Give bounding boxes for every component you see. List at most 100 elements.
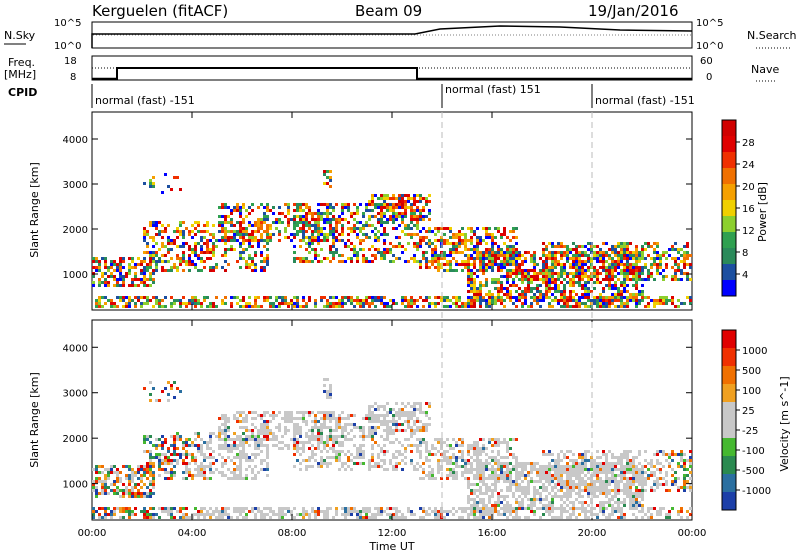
heatmap-cell: [266, 507, 269, 510]
heatmap-cell: [251, 423, 254, 426]
heatmap-cell: [428, 453, 431, 456]
heatmap-cell: [206, 245, 209, 248]
heatmap-cell: [638, 290, 641, 293]
heatmap-cell: [575, 299, 578, 302]
heatmap-cell: [185, 450, 188, 453]
heatmap-cell: [182, 257, 185, 260]
heatmap-cell: [623, 453, 626, 456]
heatmap-cell: [206, 239, 209, 242]
heatmap-cell: [143, 233, 146, 236]
heatmap-cell: [323, 390, 326, 393]
heatmap-cell: [554, 471, 557, 474]
heatmap-cell: [359, 429, 362, 432]
heatmap-cell: [632, 293, 635, 296]
heatmap-cell: [425, 414, 428, 417]
heatmap-cell: [158, 302, 161, 305]
heatmap-cell: [179, 435, 182, 438]
heatmap-cell: [347, 456, 350, 459]
heatmap-cell: [611, 260, 614, 263]
heatmap-cell: [542, 293, 545, 296]
heatmap-cell: [557, 477, 560, 480]
heatmap-cell: [155, 513, 158, 516]
heatmap-cell: [164, 507, 167, 510]
heatmap-cell: [425, 296, 428, 299]
heatmap-cell: [146, 245, 149, 248]
heatmap-cell: [128, 302, 131, 305]
heatmap-cell: [248, 429, 251, 432]
heatmap-cell: [563, 471, 566, 474]
heatmap-cell: [506, 468, 509, 471]
heatmap-cell: [329, 396, 332, 399]
heatmap-cell: [362, 516, 365, 519]
heatmap-cell: [503, 305, 506, 308]
heatmap-cell: [359, 203, 362, 206]
heatmap-cell: [437, 438, 440, 441]
heatmap-cell: [335, 438, 338, 441]
colorbar-swatch: [722, 264, 736, 280]
heatmap-cell: [143, 438, 146, 441]
heatmap-cell: [155, 302, 158, 305]
heatmap-cell: [308, 459, 311, 462]
heatmap-cell: [569, 296, 572, 299]
heatmap-cell: [374, 414, 377, 417]
heatmap-cell: [308, 516, 311, 519]
heatmap-cell: [362, 429, 365, 432]
heatmap-cell: [551, 269, 554, 272]
heatmap-cell: [548, 278, 551, 281]
heatmap-cell: [404, 206, 407, 209]
heatmap-cell: [383, 230, 386, 233]
heatmap-cell: [107, 471, 110, 474]
heatmap-cell: [503, 299, 506, 302]
heatmap-cell: [323, 426, 326, 429]
heatmap-cell: [116, 486, 119, 489]
heatmap-cell: [563, 254, 566, 257]
heatmap-cell: [200, 269, 203, 272]
heatmap-cell: [239, 441, 242, 444]
heatmap-cell: [305, 510, 308, 513]
heatmap-cell: [245, 516, 248, 519]
heatmap-cell: [527, 507, 530, 510]
heatmap-cell: [461, 242, 464, 245]
heatmap-cell: [449, 471, 452, 474]
heatmap-cell: [653, 251, 656, 254]
heatmap-cell: [116, 468, 119, 471]
heatmap-cell: [158, 233, 161, 236]
heatmap-cell: [293, 417, 296, 420]
heatmap-cell: [461, 459, 464, 462]
heatmap-cell: [434, 239, 437, 242]
heatmap-cell: [461, 471, 464, 474]
heatmap-cell: [317, 239, 320, 242]
heatmap-cell: [509, 248, 512, 251]
heatmap-cell: [461, 474, 464, 477]
heatmap-cell: [134, 507, 137, 510]
heatmap-cell: [617, 501, 620, 504]
heatmap-cell: [422, 236, 425, 239]
heatmap-cell: [356, 426, 359, 429]
heatmap-cell: [332, 450, 335, 453]
heatmap-cell: [401, 212, 404, 215]
heatmap-cell: [488, 296, 491, 299]
heatmap-cell: [212, 245, 215, 248]
heatmap-cell: [593, 480, 596, 483]
heatmap-cell: [128, 489, 131, 492]
heatmap-cell: [245, 305, 248, 308]
colorbar-tick-label: 8: [742, 248, 748, 259]
heatmap-cell: [464, 477, 467, 480]
heatmap-cell: [461, 227, 464, 230]
heatmap-cell: [326, 305, 329, 308]
heatmap-cell: [149, 224, 152, 227]
heatmap-cell: [614, 305, 617, 308]
heatmap-cell: [107, 468, 110, 471]
heatmap-cell: [398, 203, 401, 206]
heatmap-cell: [251, 510, 254, 513]
heatmap-cell: [125, 489, 128, 492]
heatmap-cell: [464, 245, 467, 248]
heatmap-cell: [533, 468, 536, 471]
heatmap-cell: [161, 242, 164, 245]
heatmap-cell: [572, 284, 575, 287]
heatmap-cell: [509, 239, 512, 242]
heatmap-cell: [509, 480, 512, 483]
heatmap-cell: [173, 381, 176, 384]
heatmap-cell: [158, 438, 161, 441]
heatmap-cell: [251, 432, 254, 435]
